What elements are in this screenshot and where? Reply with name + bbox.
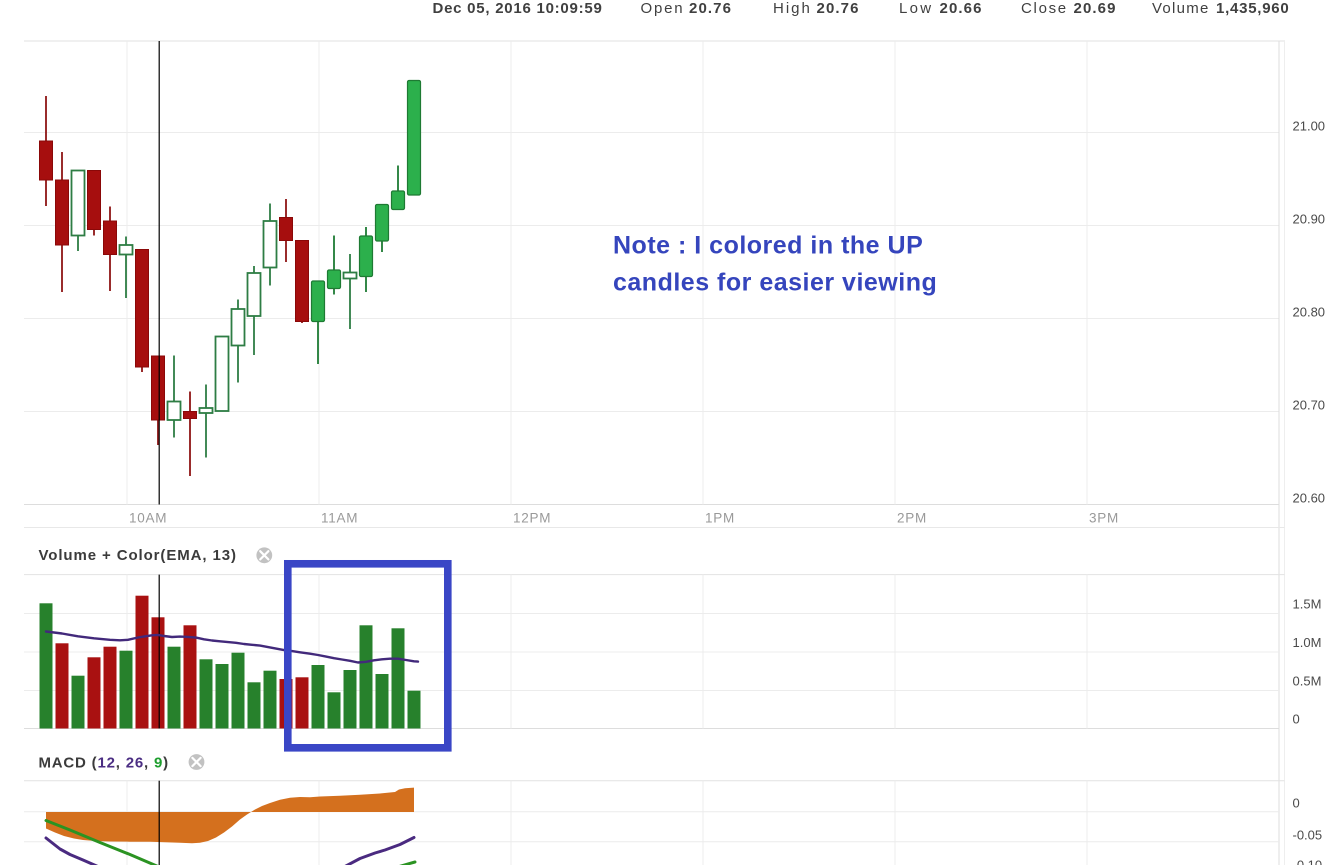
svg-text:20.76: 20.76 — [817, 0, 860, 17]
svg-text:20.66: 20.66 — [940, 0, 983, 17]
svg-text:1.0M: 1.0M — [1293, 635, 1322, 650]
svg-text:-0.10: -0.10 — [1293, 858, 1323, 865]
svg-text:0.5M: 0.5M — [1293, 674, 1322, 689]
svg-text:Note : I colored in the UP: Note : I colored in the UP — [613, 232, 923, 260]
svg-text:20.70: 20.70 — [1293, 398, 1326, 413]
svg-text:Close: Close — [1021, 0, 1068, 17]
svg-text:11AM: 11AM — [321, 511, 358, 526]
svg-text:20.90: 20.90 — [1293, 212, 1326, 227]
svg-text:20.60: 20.60 — [1293, 491, 1326, 506]
svg-text:-0.05: -0.05 — [1293, 828, 1323, 843]
svg-text:1,435,960: 1,435,960 — [1216, 0, 1289, 17]
svg-text:21.00: 21.00 — [1293, 119, 1326, 134]
svg-text:2PM: 2PM — [897, 511, 927, 526]
svg-text:10AM: 10AM — [129, 511, 167, 526]
svg-text:Low: Low — [899, 0, 933, 17]
svg-text:20.69: 20.69 — [1074, 0, 1117, 17]
svg-text:20.76: 20.76 — [689, 0, 732, 17]
svg-text:Volume + Color(EMA, 13): Volume + Color(EMA, 13) — [39, 547, 237, 564]
svg-text:Volume: Volume — [1152, 0, 1210, 17]
svg-text:1PM: 1PM — [705, 511, 735, 526]
svg-text:candles for easier viewing: candles for easier viewing — [613, 269, 937, 297]
svg-text:1.5M: 1.5M — [1293, 597, 1322, 612]
svg-text:12PM: 12PM — [513, 511, 551, 526]
svg-text:20.80: 20.80 — [1293, 305, 1326, 320]
svg-text:0: 0 — [1293, 795, 1300, 810]
svg-text:0: 0 — [1293, 712, 1300, 727]
svg-text:Dec 05, 2016 10:09:59: Dec 05, 2016 10:09:59 — [433, 0, 603, 17]
svg-text:3PM: 3PM — [1089, 511, 1119, 526]
svg-text:Open: Open — [641, 0, 685, 17]
svg-text:High: High — [773, 0, 812, 17]
svg-text:MACD (12, 26, 9): MACD (12, 26, 9) — [39, 755, 169, 772]
